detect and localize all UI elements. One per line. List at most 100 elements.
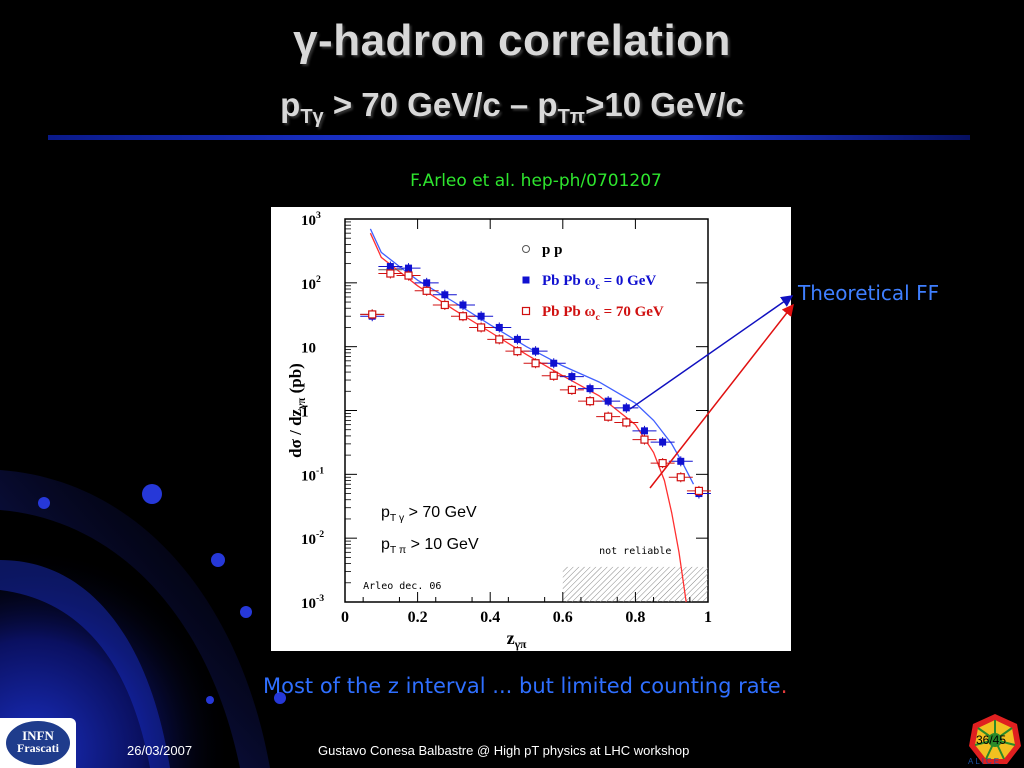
data-point-pbpb-70 [604, 412, 613, 421]
data-point-pbpb-70 [404, 271, 413, 280]
text-part: 0.4 [480, 609, 500, 626]
alice-logo-text: ALICE [968, 757, 1002, 766]
infn-frascati-logo: INFN Frascati [0, 718, 76, 768]
data-point-pbpb-70 [458, 312, 468, 321]
data-point-pbpb-0 [441, 291, 449, 299]
subtitle-sub: Tπ [557, 106, 586, 128]
data-point-pbpb-70 [585, 397, 595, 406]
data-point-pbpb-0 [405, 264, 413, 272]
text-part: γπ [514, 638, 527, 651]
x-tick-label: 0 [341, 609, 349, 626]
footer-author: Gustavo Conesa Balbastre @ High pT physi… [318, 743, 690, 758]
legend-label: Pb Pb ωc = 0 GeV [542, 273, 656, 292]
data-point-pbpb-0 [677, 457, 685, 465]
reference-citation: F.Arleo et al. hep-ph/0701207 [410, 171, 662, 191]
y-axis-label: dσ / dzγπ (pb) [286, 363, 308, 458]
text-part: 10 [301, 596, 316, 612]
text-part: 1 [704, 609, 712, 626]
text-part: T γ [390, 513, 405, 524]
text-part: 0.6 [553, 609, 573, 626]
text-part: (pb) [286, 363, 305, 397]
slide-title: γ-hadron correlation [0, 16, 1024, 66]
plot-panel: not reliable Arleo dec. 06 0 0.2 0.4 0.6 0.8 1 1… [271, 207, 791, 651]
text-part: Arleo dec. 06 [363, 581, 441, 592]
data-point-pbpb-0 [495, 323, 503, 331]
subtitle-sub: Tγ [300, 106, 324, 128]
y-tick-label: 10-3 [301, 593, 324, 612]
text-part: 3 [316, 210, 321, 221]
data-point-pbpb-70 [531, 359, 540, 368]
text-part: 10 [301, 341, 316, 357]
text-part: dσ / dz [286, 408, 305, 457]
subtitle-part: > 70 GeV/c – p [323, 86, 558, 123]
legend-label: p p [542, 242, 562, 258]
data-point-pbpb-70 [622, 418, 631, 427]
unreliable-label: not reliable [599, 546, 671, 557]
theoretical-ff-label: Theoretical FF [798, 281, 940, 305]
x-tick-label: 0.6 [553, 609, 573, 626]
data-point-pbpb-70 [694, 486, 704, 496]
data-point-pbpb-70 [368, 310, 377, 319]
text-part: = 0 GeV [600, 273, 657, 289]
cut-label: pT γ > 70 GeV [381, 504, 477, 524]
legend-marker [521, 306, 531, 316]
data-point-pbpb-70 [386, 269, 395, 278]
text-part: γπ [296, 398, 308, 410]
title-divider [48, 135, 970, 140]
cut-label: pT π > 10 GeV [381, 536, 479, 556]
text-part: not reliable [599, 546, 671, 557]
text-part: 0.8 [625, 609, 645, 626]
chart: not reliable Arleo dec. 06 0 0.2 0.4 0.6 0.8 1 1… [286, 210, 712, 651]
data-point-pbpb-0 [659, 438, 667, 446]
data-point-pbpb-70 [567, 385, 576, 395]
text-part: 10 [301, 468, 316, 484]
data-point-pbpb-70 [549, 371, 558, 380]
data-point-pbpb-0 [604, 397, 612, 405]
text-part: 10 [301, 213, 316, 229]
data-point-pbpb-0 [477, 312, 485, 320]
data-point-pbpb-0 [586, 385, 594, 393]
y-tick-label: 103 [301, 210, 321, 229]
data-point-pbpb-70 [676, 473, 685, 482]
subtitle-part: >10 GeV/c [585, 86, 744, 123]
data-point-pbpb-0 [640, 427, 648, 435]
text-part: > 10 GeV [406, 536, 479, 553]
gamma-symbol: γ [293, 16, 319, 65]
text-part: 0 [341, 609, 349, 626]
legend-marker [522, 245, 530, 253]
slide-subtitle: pTγ > 70 GeV/c – pTπ>10 GeV/c [0, 86, 1024, 129]
text-part: c [595, 312, 600, 323]
decorative-dots [38, 484, 286, 704]
arrow-red [649, 303, 794, 489]
page-number: 36/45 [976, 733, 1007, 747]
text-part: 10 [301, 277, 316, 293]
x-tick-label: 0.2 [408, 609, 428, 626]
caption-text: Most of the z interval ... but limited c… [263, 674, 781, 698]
data-point-pbpb-70 [513, 347, 522, 356]
subtitle-part: p [280, 86, 301, 123]
data-point-pbpb-70 [495, 335, 504, 344]
data-point-pbpb-0 [622, 404, 630, 412]
text-part: -3 [316, 593, 324, 604]
text-part: 2 [316, 274, 321, 285]
text-part: p [381, 504, 390, 521]
credit-label: Arleo dec. 06 [363, 581, 441, 592]
slide-caption: Most of the z interval ... but limited c… [263, 674, 787, 698]
data-point-pbpb-0 [423, 279, 431, 287]
text-part: c [595, 281, 600, 292]
text-part: > 70 GeV [404, 504, 477, 521]
text-part: 10 [301, 532, 316, 548]
y-tick-label: 10-1 [301, 465, 324, 484]
y-tick-label: 10 [301, 341, 316, 357]
title-text: -hadron correlation [318, 16, 731, 65]
text-part: Pb Pb ω [542, 304, 596, 320]
data-point-pbpb-70 [440, 300, 449, 310]
y-tick-label: 10-2 [301, 529, 324, 548]
data-point-pbpb-0 [459, 301, 467, 309]
y-tick-label: 1 [301, 405, 309, 421]
text-part: -2 [316, 529, 324, 540]
text-part: Pb Pb ω [542, 273, 596, 289]
x-tick-label: 1 [704, 609, 712, 626]
x-axis-label: zγπ [507, 628, 527, 651]
